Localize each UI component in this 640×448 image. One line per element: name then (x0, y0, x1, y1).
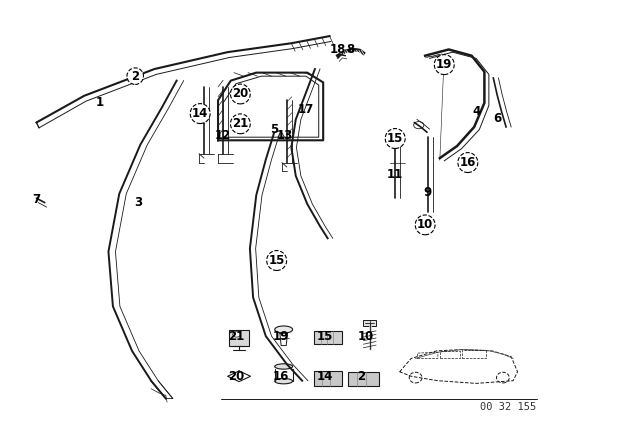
Text: 21: 21 (232, 117, 248, 130)
FancyBboxPatch shape (314, 331, 342, 344)
FancyBboxPatch shape (229, 330, 249, 346)
Text: 10: 10 (417, 218, 433, 231)
Text: 15: 15 (317, 330, 333, 343)
Text: 7: 7 (33, 193, 40, 206)
Text: 4: 4 (472, 105, 480, 118)
Text: 3: 3 (134, 196, 143, 209)
Text: 6: 6 (493, 112, 501, 125)
Text: 16: 16 (272, 370, 289, 383)
Text: 8: 8 (346, 43, 355, 56)
Ellipse shape (275, 364, 292, 369)
Circle shape (233, 332, 241, 337)
Text: 14: 14 (317, 370, 333, 383)
Text: 21: 21 (228, 330, 244, 343)
Text: 11: 11 (387, 168, 403, 181)
Text: 20: 20 (232, 87, 248, 100)
Text: 13: 13 (277, 129, 293, 142)
Ellipse shape (409, 372, 422, 383)
Text: 16: 16 (460, 156, 476, 169)
Ellipse shape (497, 372, 509, 383)
Text: 15: 15 (269, 254, 285, 267)
FancyBboxPatch shape (314, 371, 342, 386)
Text: 14: 14 (192, 107, 209, 120)
Text: 00 32 155: 00 32 155 (481, 402, 537, 412)
Circle shape (413, 121, 424, 129)
Text: 19: 19 (436, 58, 452, 71)
Text: 9: 9 (423, 186, 431, 199)
Text: 10: 10 (358, 330, 374, 343)
Ellipse shape (275, 379, 292, 384)
Text: 15: 15 (387, 132, 403, 145)
FancyBboxPatch shape (348, 372, 379, 386)
Text: 2: 2 (357, 370, 365, 383)
Text: 17: 17 (298, 103, 314, 116)
Text: 19: 19 (272, 330, 289, 343)
Text: 5: 5 (270, 123, 278, 136)
Text: 1: 1 (96, 96, 104, 109)
Text: 12: 12 (215, 129, 231, 142)
Text: 2: 2 (131, 70, 140, 83)
Text: 20: 20 (228, 370, 244, 383)
Ellipse shape (275, 326, 292, 333)
Text: 18: 18 (330, 43, 346, 56)
FancyBboxPatch shape (364, 320, 376, 327)
